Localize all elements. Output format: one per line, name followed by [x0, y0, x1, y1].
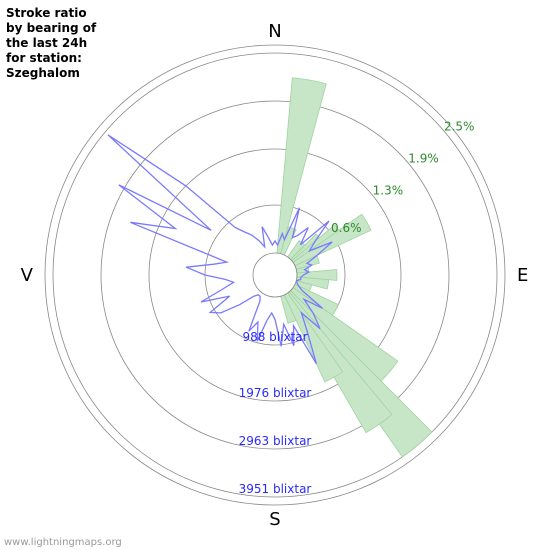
attribution-text: www.lightningmaps.org — [4, 537, 122, 548]
ring-blixtar-label: 1976 blixtar — [239, 386, 312, 400]
ring-pct-label: 2.5% — [444, 119, 475, 133]
ring-pct-label: 1.9% — [408, 152, 439, 166]
ring-blixtar-label: 988 blixtar — [242, 330, 307, 344]
ratio-bar — [277, 78, 326, 254]
ring-pct-label: 0.6% — [331, 221, 362, 235]
polar-chart: 0.6% 1.3% 1.9% 2.5% 988 blixtar 1976 blixtar 2… — [0, 0, 550, 550]
compass-label: N — [268, 21, 281, 42]
ring-blixtar-label: 2963 blixtar — [239, 434, 312, 448]
compass-label: V — [21, 265, 34, 286]
center-hole — [253, 253, 297, 297]
chart-title: Stroke ratio by bearing of the last 24h … — [6, 6, 96, 81]
compass-label: S — [269, 509, 280, 530]
ring-pct-label: 1.3% — [373, 184, 404, 198]
ring-blixtar-label: 3951 blixtar — [239, 482, 312, 496]
compass-label: E — [517, 265, 528, 286]
